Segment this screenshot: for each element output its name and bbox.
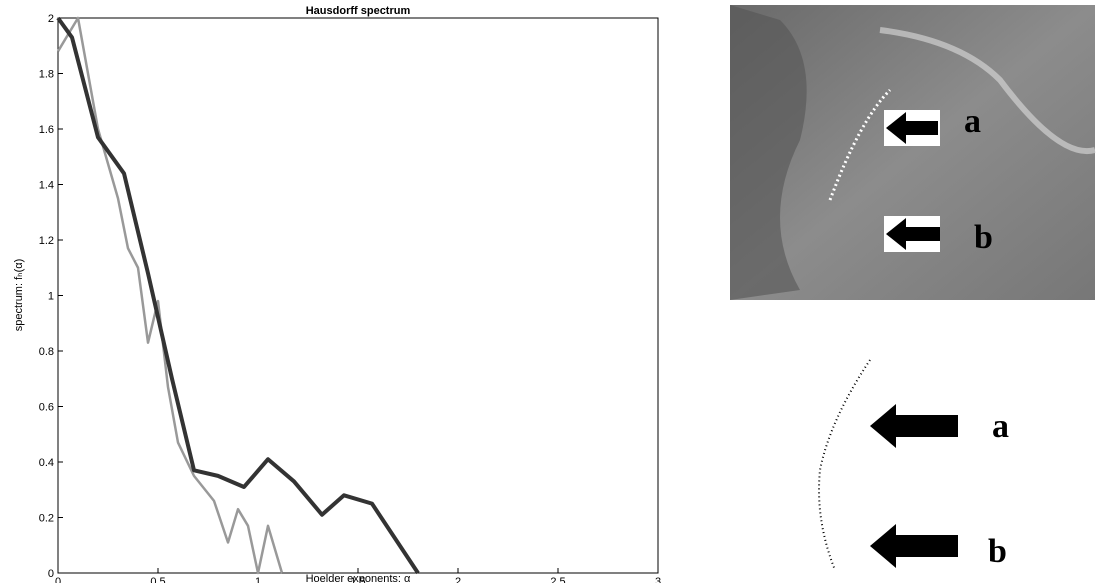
data-line [56, 16, 420, 575]
y-tick-label: 0.6 [39, 402, 54, 414]
data-line [56, 16, 284, 575]
y-tick-label: 1.4 [39, 180, 54, 192]
y-tick-label: 1 [48, 291, 54, 303]
chart-title: Hausdorff spectrum [306, 5, 411, 17]
y-axis-label: spectrum: fₕ(α) [13, 259, 25, 332]
x-tick-label: 3 [655, 576, 661, 583]
y-tick-label: 1.6 [39, 124, 54, 136]
y-tick-label: 1.8 [39, 69, 54, 81]
x-tick-label: 2.5 [550, 576, 565, 583]
top-image [730, 5, 1096, 300]
y-tick-label: 0 [48, 568, 54, 580]
x-axis-label: Hoelder exponents: α [306, 573, 411, 583]
y-tick-label: 2 [48, 13, 54, 25]
y-tick-label: 0.8 [39, 346, 54, 358]
x-tick-label: 1 [255, 576, 261, 583]
image-label: b [988, 533, 1007, 570]
image-label: a [964, 103, 981, 140]
y-tick-label: 0.2 [39, 513, 54, 525]
x-tick-label: 0 [55, 576, 61, 583]
image-label: a [992, 408, 1009, 445]
x-tick-label: 0.5 [150, 576, 165, 583]
x-tick-label: 2 [455, 576, 461, 583]
plot-frame [57, 17, 659, 574]
y-tick-label: 1.2 [39, 235, 54, 247]
y-tick-label: 0.4 [39, 457, 54, 469]
image-label: b [974, 219, 993, 256]
x-tick-label: 1.5 [350, 576, 365, 583]
bottom-image [818, 359, 958, 571]
